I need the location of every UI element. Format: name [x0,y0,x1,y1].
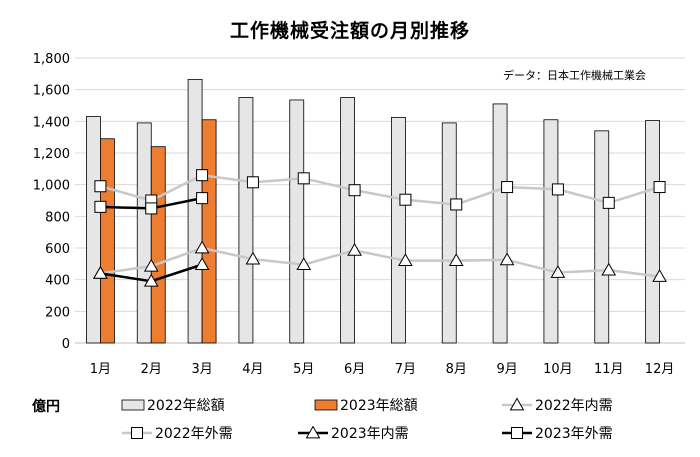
line-layer [93,169,667,287]
legend-triangle-marker [509,397,525,411]
triangle-marker [296,257,312,270]
bar-2022-total [136,122,152,344]
square-marker [196,192,209,205]
triangle-marker [143,273,159,287]
x-tick-label: 5月 [293,362,314,377]
bar-2022-total [543,119,559,344]
triangle-marker [448,253,464,267]
square-marker [196,169,209,182]
x-tick-label: 2月 [141,362,162,377]
bar-2022-total [441,122,457,344]
legend-label: 2022年内需 [535,398,613,414]
triangle-marker [93,265,108,279]
square-marker [94,180,107,193]
legend-label: 2022年外需 [155,426,233,442]
square-marker [653,181,666,194]
bar-2022-total [645,120,660,344]
x-tick-label: 4月 [242,362,263,377]
triangle-marker [245,251,261,265]
legend-triangle-marker [305,425,321,439]
legend: 2022年総額 2023年総額 2022年内需 2022年外需 2023年内需 2023年… [121,397,613,442]
triangle-marker [652,268,667,282]
bar-2022-total [86,116,101,344]
legend-label: 2023年外需 [535,426,613,442]
square-marker [602,196,615,209]
square-marker [399,193,412,206]
y-tick-label: 800 [45,210,70,225]
square-marker [145,202,158,215]
bar-2023-total [100,138,115,344]
x-tick-label: 10月 [543,362,573,377]
triangle-marker [499,252,515,266]
y-tick-label: 600 [45,242,70,257]
bar-layer [86,78,660,344]
x-tick-label: 11月 [594,362,624,377]
bar-2022-total [238,97,254,344]
y-tick-label: 1,800 [33,52,70,67]
axis-layer: 0 200 400 600 800 1,000 1,200 1,400 1,600 1,800 1月… [33,52,685,377]
legend-swatch [121,399,145,411]
legend-square-marker [131,427,143,439]
line-series-0 [100,246,660,278]
x-tick-label: 1月 [90,362,111,377]
x-tick-label: 8月 [446,362,467,377]
source-note: データ：日本工作機械工業会 [503,69,646,82]
bar-2023-total [201,119,217,344]
bar-2022-total [594,130,610,344]
legend-label: 2023年内需 [331,426,409,442]
square-marker [94,200,107,213]
legend-square-marker [511,427,523,439]
y-tick-label: 1,400 [33,115,70,130]
y-tick-label: 1,000 [33,179,70,194]
unit-label: 億円 [32,399,60,415]
bar-2022-total [340,97,355,344]
bar-2022-total [289,99,305,344]
x-tick-label: 3月 [191,362,212,377]
y-tick-label: 200 [45,305,70,320]
triangle-marker [194,257,210,270]
x-tick-label: 6月 [344,362,365,377]
line-series-1 [100,173,660,206]
x-tick-label: 12月 [645,362,675,377]
square-marker [297,172,310,185]
square-marker [348,184,361,197]
square-marker [246,176,259,189]
y-tick-label: 1,600 [33,84,70,99]
bar-2022-total [187,78,203,344]
y-tick-label: 1,200 [33,147,70,162]
triangle-marker [194,240,210,254]
y-tick-label: 0 [62,337,70,352]
bar-2022-total [492,103,508,344]
x-tick-label: 7月 [395,362,416,377]
chart-title: 工作機械受注額の月別推移 [229,20,470,42]
triangle-marker [601,262,617,276]
x-tick-label: 9月 [496,362,517,377]
y-tick-label: 400 [45,274,70,289]
square-marker [501,181,514,194]
bar-2023-total [150,146,166,344]
legend-label: 2023年総額 [340,398,418,414]
grid-lines [75,57,685,344]
square-marker [551,183,564,196]
legend-swatch [314,399,338,411]
triangle-marker [398,253,413,267]
triangle-marker [550,265,566,278]
bar-2022-total [391,116,406,344]
legend-label: 2022年総額 [147,398,225,414]
triangle-marker [143,258,159,272]
triangle-marker [347,242,362,256]
square-marker [450,198,463,211]
